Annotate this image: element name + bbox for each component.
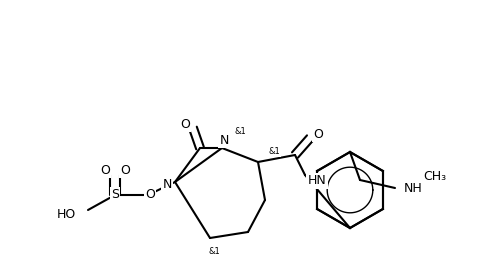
Text: CH₃: CH₃ (422, 169, 445, 183)
Text: O: O (145, 189, 155, 201)
Text: &1: &1 (208, 247, 219, 256)
Text: O: O (100, 164, 110, 176)
Text: N: N (162, 178, 171, 190)
Text: &1: &1 (267, 148, 279, 156)
Text: O: O (180, 118, 190, 130)
Text: HO: HO (57, 208, 76, 220)
Text: O: O (312, 128, 322, 140)
Text: &1: &1 (234, 128, 245, 136)
Text: N: N (219, 134, 228, 146)
Text: HN: HN (307, 174, 326, 188)
Text: NH: NH (403, 181, 421, 195)
Text: O: O (120, 164, 130, 176)
Text: S: S (111, 189, 119, 201)
